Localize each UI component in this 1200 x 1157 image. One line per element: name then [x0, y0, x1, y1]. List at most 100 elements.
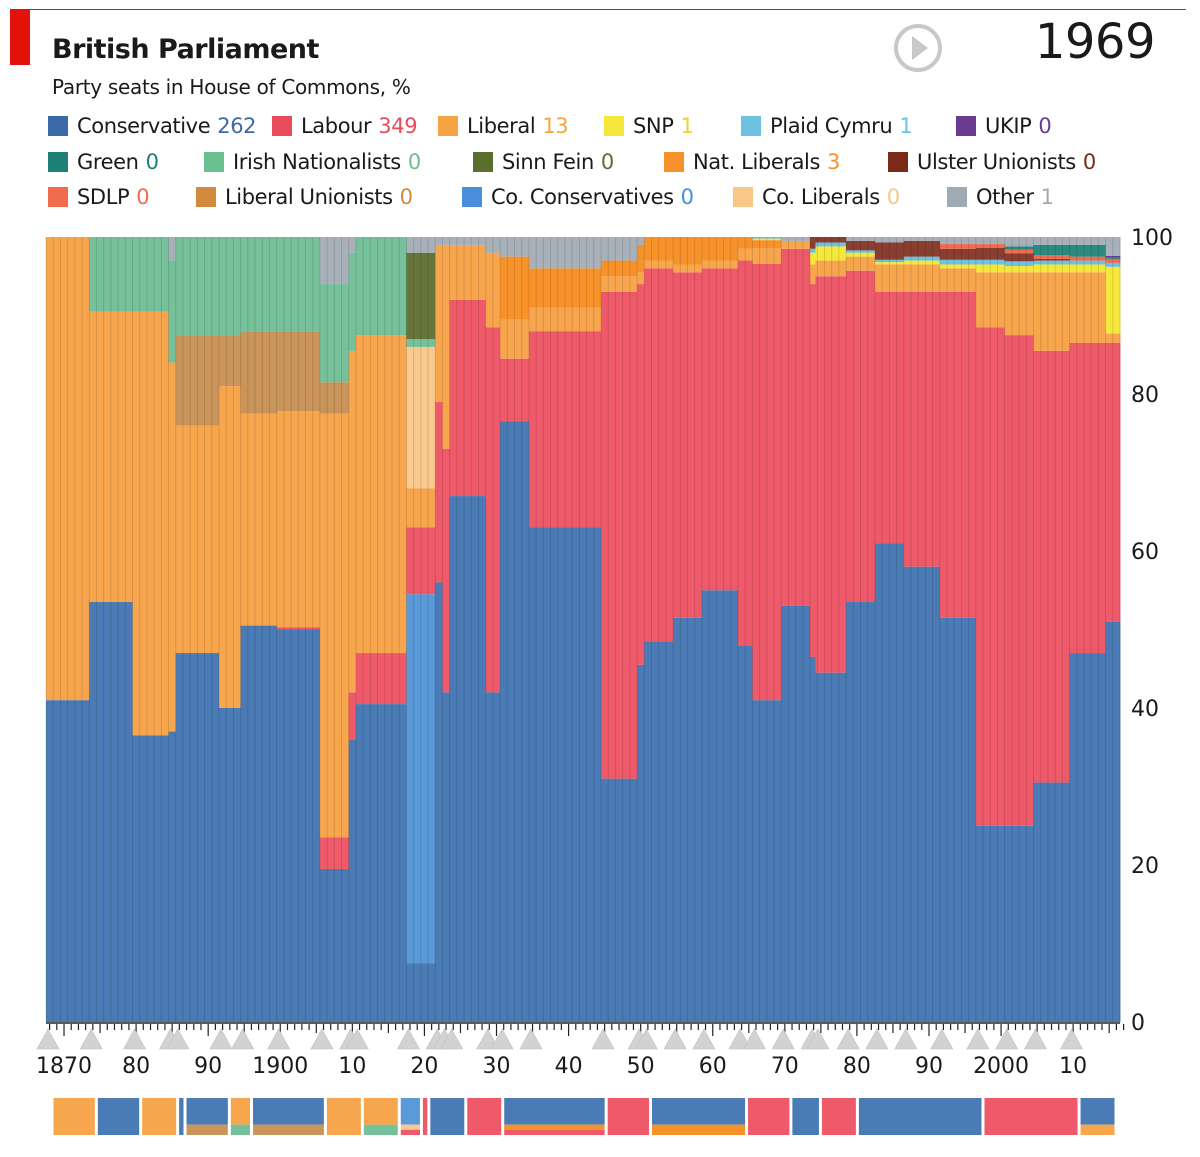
- legend-label: Liberal: [467, 114, 536, 138]
- bar-segment-irish-nationalists: [355, 237, 407, 336]
- bar-segment-labour: [701, 268, 739, 591]
- election-marker-icon[interactable]: [771, 1028, 795, 1050]
- election-marker-icon[interactable]: [122, 1028, 147, 1050]
- bar-segment-liberal: [810, 264, 816, 285]
- bar-segment-nat-liberals: [601, 260, 638, 277]
- bar-segment-sdlp: [975, 244, 1006, 248]
- bar-segment-labour: [442, 448, 451, 693]
- bar-segment-conservative: [975, 825, 1006, 1022]
- election-marker-icon[interactable]: [966, 1028, 990, 1050]
- bar-segment-snp: [903, 260, 941, 265]
- legend-label: Conservative: [77, 114, 211, 138]
- legend-item-snp[interactable]: SNP 1: [604, 111, 694, 141]
- bar-segment-labour: [1105, 342, 1121, 622]
- election-marker-icon[interactable]: [728, 1028, 752, 1050]
- bar-segment-ulster-unionists: [1004, 253, 1034, 262]
- election-marker-icon[interactable]: [692, 1028, 716, 1050]
- x-tick-label: 70: [771, 1054, 799, 1079]
- bar-segment-snp: [815, 246, 847, 261]
- legend-item-co-liberals[interactable]: Co. Liberals 0: [733, 182, 900, 212]
- government-block: [652, 1098, 746, 1125]
- x-tick-label: 30: [483, 1054, 511, 1079]
- legend-item-liberal[interactable]: Liberal 13: [438, 111, 569, 141]
- election-marker-icon[interactable]: [209, 1028, 233, 1050]
- election-marker-icon[interactable]: [267, 1028, 291, 1050]
- legend-item-plaid-cymru[interactable]: Plaid Cymru 1: [741, 111, 913, 141]
- bar-segment-liberal: [355, 335, 407, 654]
- government-block: [984, 1098, 1078, 1135]
- government-block: [253, 1098, 324, 1125]
- legend-item-nat-liberals[interactable]: Nat. Liberals 3: [664, 147, 840, 177]
- bar-segment-labour: [319, 837, 350, 869]
- play-icon[interactable]: [892, 22, 944, 74]
- bar-segment-conservative: [89, 602, 133, 1022]
- bar-segment-liberal: [89, 311, 133, 603]
- election-marker-icon[interactable]: [36, 1028, 60, 1050]
- bar-segment-irish-nationalists: [276, 237, 321, 332]
- election-marker-icon[interactable]: [166, 1028, 190, 1050]
- election-marker-icon[interactable]: [1023, 1028, 1048, 1050]
- election-marker-icon[interactable]: [865, 1028, 889, 1050]
- bar-segment-ukip: [1105, 255, 1121, 258]
- election-marker-icon[interactable]: [231, 1028, 255, 1050]
- bar-segment-other: [601, 237, 638, 261]
- election-marker-icon[interactable]: [490, 1028, 514, 1050]
- bar-segment-labour: [1033, 350, 1070, 783]
- legend-item-other[interactable]: Other 1: [947, 182, 1054, 212]
- legend-item-conservative[interactable]: Conservative 262: [48, 111, 257, 141]
- legend-item-sdlp[interactable]: SDLP 0: [48, 182, 150, 212]
- election-marker-icon[interactable]: [806, 1028, 830, 1050]
- legend-item-sinn-fein[interactable]: Sinn Fein 0: [473, 147, 614, 177]
- election-marker-icon[interactable]: [742, 1028, 766, 1050]
- x-tick-label: 50: [627, 1054, 655, 1079]
- government-block-partner: [504, 1124, 605, 1130]
- election-marker-icon[interactable]: [476, 1028, 500, 1050]
- legend-item-liberal-unionists[interactable]: Liberal Unionists 0: [196, 182, 413, 212]
- legend-item-co-conservatives[interactable]: Co. Conservatives 0: [462, 182, 694, 212]
- year-display: 1969: [1034, 14, 1156, 70]
- election-marker-icon[interactable]: [310, 1028, 334, 1050]
- bar-segment-labour: [485, 327, 501, 693]
- legend-value: 13: [542, 114, 569, 138]
- legend-swatch: [462, 187, 482, 207]
- government-strip: [53, 1098, 1115, 1135]
- bar-segment-liberal: [319, 413, 350, 838]
- election-marker-icon[interactable]: [995, 1028, 1019, 1050]
- legend-value: 0: [136, 185, 150, 209]
- election-marker-icon[interactable]: [836, 1028, 860, 1050]
- election-marker-icon[interactable]: [79, 1028, 103, 1050]
- government-block: [326, 1098, 361, 1135]
- bar-segment-conservative: [355, 704, 407, 1022]
- bar-segment-liberal: [435, 244, 443, 402]
- top-rule: [10, 9, 1186, 10]
- legend-item-green[interactable]: Green 0: [48, 147, 159, 177]
- election-marker-icon[interactable]: [519, 1028, 543, 1050]
- election-marker-icon[interactable]: [396, 1028, 420, 1050]
- legend-item-ulster-unionists[interactable]: Ulster Unionists 0: [888, 147, 1096, 177]
- election-marker-icon[interactable]: [663, 1028, 687, 1050]
- election-marker-icon[interactable]: [440, 1028, 464, 1050]
- legend-value: 262: [217, 114, 257, 138]
- bar-segment-snp: [939, 264, 977, 269]
- bar-segment-liberal: [449, 244, 487, 300]
- election-marker-icon[interactable]: [894, 1028, 918, 1050]
- legend-value: 0: [680, 185, 694, 209]
- legend-value: 0: [1038, 114, 1052, 138]
- election-marker-icon[interactable]: [591, 1028, 615, 1050]
- bar-segment-other: [168, 237, 177, 261]
- bar-segment-snp: [975, 264, 1006, 273]
- legend-label: Other: [976, 185, 1034, 209]
- government-block-partner: [652, 1124, 746, 1135]
- bar-segment-ulster-unionists: [815, 237, 847, 243]
- election-marker-icon[interactable]: [634, 1028, 658, 1050]
- bar-segment-co-liberals: [406, 346, 436, 489]
- election-marker-icon[interactable]: [930, 1028, 954, 1050]
- x-tick-label: 2000: [973, 1054, 1029, 1079]
- bar-segment-labour: [406, 527, 436, 595]
- election-marker-icon[interactable]: [345, 1028, 369, 1050]
- legend-item-irish-nationalists[interactable]: Irish Nationalists 0: [204, 147, 421, 177]
- bar-segment-snp: [846, 252, 876, 257]
- legend-item-labour[interactable]: Labour 349: [272, 111, 418, 141]
- legend-item-ukip[interactable]: UKIP 0: [956, 111, 1052, 141]
- election-marker-icon[interactable]: [1060, 1028, 1084, 1050]
